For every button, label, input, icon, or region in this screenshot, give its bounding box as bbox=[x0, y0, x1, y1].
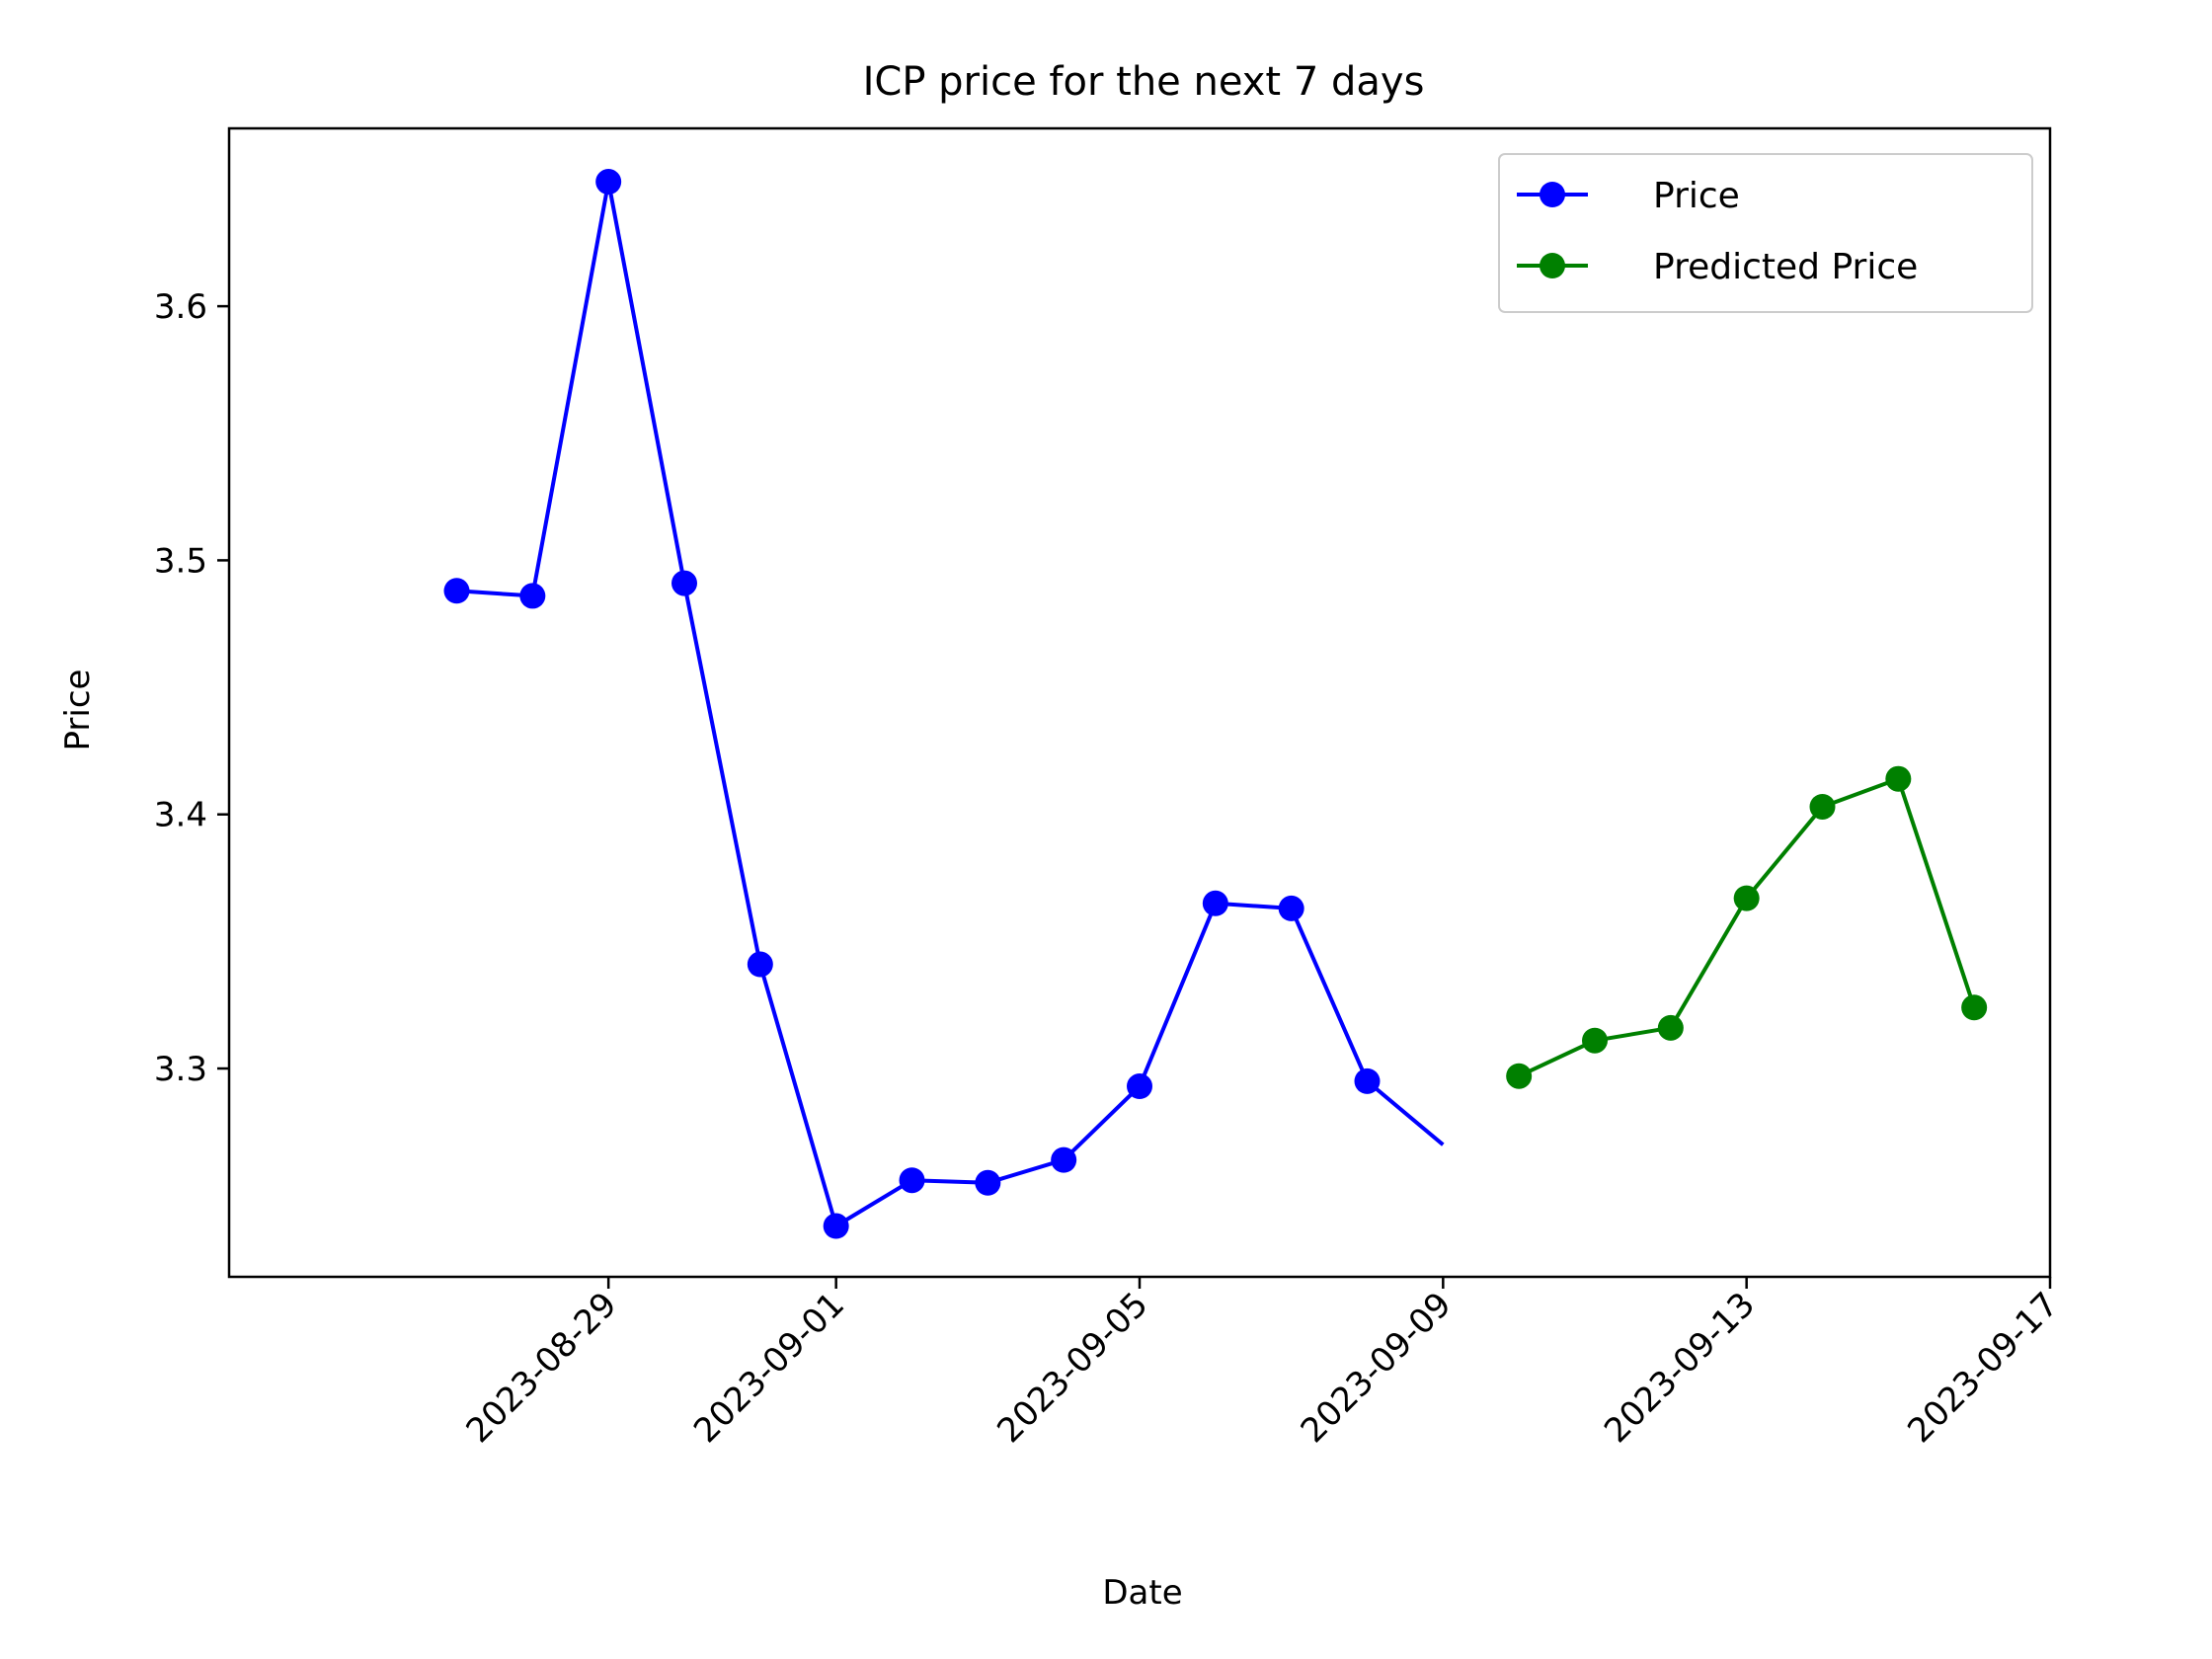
data-point-predicted-price bbox=[1506, 1063, 1533, 1089]
data-point-predicted-price bbox=[1582, 1027, 1608, 1054]
y-axis: 3.3 3.4 3.5 3.6 bbox=[154, 287, 229, 1089]
legend-box bbox=[1498, 153, 2033, 313]
x-tick-label: 2023-09-09 bbox=[1294, 1285, 1460, 1451]
data-point-price bbox=[1127, 1073, 1152, 1100]
data-point-predicted-price bbox=[1961, 994, 1988, 1021]
legend-label-price: Price bbox=[1653, 176, 1740, 216]
data-point-price bbox=[975, 1169, 1001, 1196]
legend-marker-predicted bbox=[1540, 253, 1565, 278]
data-point-price bbox=[1051, 1146, 1077, 1173]
data-point-predicted-price bbox=[1657, 1014, 1684, 1041]
legend: Price Predicted Price bbox=[1498, 153, 2033, 313]
data-point-price bbox=[747, 951, 773, 978]
x-tick-label: 2023-09-01 bbox=[686, 1285, 852, 1451]
data-point-price bbox=[595, 169, 622, 196]
y-tick-label: 3.3 bbox=[154, 1050, 207, 1089]
legend-label-predicted: Predicted Price bbox=[1653, 247, 1918, 287]
data-point-predicted-price bbox=[1885, 765, 1912, 792]
data-point-price bbox=[519, 583, 546, 609]
data-point-price bbox=[899, 1167, 925, 1194]
x-tick-label: 2023-09-13 bbox=[1597, 1285, 1763, 1451]
data-point-price bbox=[1278, 895, 1304, 921]
y-axis-label: Price bbox=[58, 670, 98, 751]
data-point-predicted-price bbox=[1733, 885, 1760, 911]
series-line-price bbox=[456, 180, 1445, 1228]
x-axis-label: Date bbox=[1102, 1573, 1182, 1613]
data-point-price bbox=[443, 578, 470, 604]
data-point-price bbox=[1202, 890, 1228, 916]
y-tick-label: 3.6 bbox=[154, 287, 207, 327]
x-axis: 2023-08-29 2023-09-01 2023-09-05 2023-09-09… bbox=[459, 1277, 2066, 1451]
chart-title: ICP price for the next 7 days bbox=[863, 59, 1425, 105]
data-point-price bbox=[672, 570, 697, 596]
series-layer bbox=[443, 169, 1988, 1239]
x-tick-label: 2023-09-05 bbox=[989, 1285, 1155, 1451]
data-point-price bbox=[1354, 1067, 1381, 1094]
x-tick-label: 2023-09-17 bbox=[1900, 1285, 2066, 1451]
x-tick-label: 2023-08-29 bbox=[459, 1285, 625, 1451]
y-tick-label: 3.4 bbox=[154, 796, 207, 835]
legend-marker-price bbox=[1540, 182, 1565, 207]
y-tick-label: 3.5 bbox=[154, 541, 207, 581]
data-point-price bbox=[823, 1213, 849, 1239]
data-point-predicted-price bbox=[1809, 793, 1836, 820]
